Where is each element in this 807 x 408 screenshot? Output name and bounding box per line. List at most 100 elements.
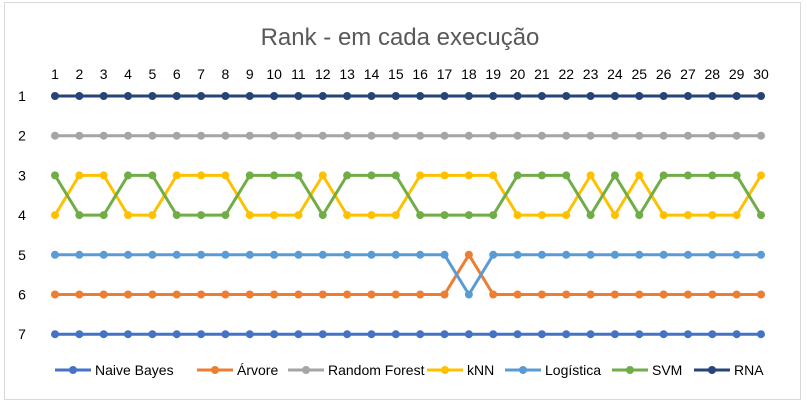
- data-point: [635, 171, 644, 180]
- data-point: [367, 171, 376, 180]
- x-tick-label: 11: [291, 66, 306, 82]
- data-point: [416, 330, 425, 339]
- x-tick-label: 21: [534, 66, 550, 82]
- data-point: [416, 92, 425, 100]
- data-point: [757, 330, 765, 339]
- data-point: [343, 211, 352, 220]
- data-point: [562, 290, 571, 299]
- data-point: [683, 250, 692, 259]
- data-point: [148, 330, 157, 339]
- legend-item: Random Forest: [288, 362, 425, 378]
- data-point: [757, 211, 765, 220]
- legend-marker: [626, 366, 634, 374]
- data-point: [683, 290, 692, 299]
- data-point: [489, 92, 498, 100]
- data-point: [757, 92, 765, 100]
- x-tick-label: 19: [485, 66, 501, 82]
- data-point: [562, 92, 571, 100]
- data-point: [124, 330, 133, 339]
- data-point: [172, 330, 181, 339]
- data-point: [221, 92, 230, 100]
- data-point: [513, 330, 522, 339]
- data-point: [489, 131, 498, 140]
- data-point: [635, 250, 644, 259]
- data-point: [489, 211, 498, 220]
- legend-marker: [211, 366, 219, 374]
- data-point: [75, 92, 84, 100]
- data-point: [99, 330, 108, 339]
- data-point: [732, 250, 741, 259]
- y-tick-label: 3: [18, 167, 26, 183]
- x-tick-label: 7: [197, 66, 205, 82]
- data-point: [683, 330, 692, 339]
- x-tick-label: 10: [266, 66, 282, 82]
- data-point: [367, 330, 376, 339]
- data-point: [391, 131, 400, 140]
- series-line: [53, 173, 763, 217]
- data-point: [683, 131, 692, 140]
- data-point: [610, 290, 619, 299]
- data-point: [51, 290, 59, 299]
- data-point: [270, 250, 279, 259]
- series-group: [51, 92, 765, 100]
- data-point: [318, 330, 327, 339]
- data-point: [343, 131, 352, 140]
- x-tick-label: 2: [75, 66, 83, 82]
- data-point: [610, 250, 619, 259]
- y-tick-label: 5: [18, 247, 26, 263]
- data-point: [513, 171, 522, 180]
- data-point: [586, 92, 595, 100]
- data-point: [270, 131, 279, 140]
- legend-label: Logística: [545, 362, 601, 378]
- legend: Naive Bayes Árvore Random Forest kNN Logísti…: [55, 362, 764, 378]
- data-point: [245, 131, 254, 140]
- data-point: [99, 131, 108, 140]
- data-point: [51, 171, 59, 180]
- data-point: [635, 131, 644, 140]
- data-point: [732, 171, 741, 180]
- x-tick-label: 29: [729, 66, 745, 82]
- data-point: [537, 171, 546, 180]
- data-point: [440, 211, 449, 220]
- data-point: [343, 92, 352, 100]
- data-point: [51, 92, 59, 100]
- data-point: [732, 330, 741, 339]
- data-point: [464, 171, 473, 180]
- data-point: [294, 211, 303, 220]
- data-point: [537, 131, 546, 140]
- legend-marker: [69, 366, 77, 374]
- y-tick-label: 7: [18, 326, 26, 342]
- data-point: [513, 211, 522, 220]
- legend-label: Naive Bayes: [95, 362, 174, 378]
- data-point: [197, 290, 206, 299]
- data-point: [99, 92, 108, 100]
- data-point: [659, 250, 668, 259]
- x-tick-label: 17: [437, 66, 453, 82]
- data-point: [197, 211, 206, 220]
- data-point: [708, 330, 717, 339]
- data-point: [197, 92, 206, 100]
- data-point: [148, 250, 157, 259]
- data-point: [294, 330, 303, 339]
- data-point: [270, 92, 279, 100]
- x-tick-label: 1: [51, 66, 59, 82]
- data-point: [659, 171, 668, 180]
- data-point: [586, 330, 595, 339]
- data-point: [635, 92, 644, 100]
- legend-label: kNN: [467, 362, 494, 378]
- data-point: [562, 171, 571, 180]
- data-point: [245, 250, 254, 259]
- data-point: [732, 92, 741, 100]
- data-point: [172, 250, 181, 259]
- data-point: [513, 290, 522, 299]
- data-point: [391, 290, 400, 299]
- data-point: [51, 131, 59, 140]
- data-point: [537, 290, 546, 299]
- data-point: [586, 171, 595, 180]
- x-tick-label: 30: [753, 66, 769, 82]
- data-point: [440, 171, 449, 180]
- data-point: [148, 290, 157, 299]
- data-point: [294, 290, 303, 299]
- data-point: [489, 171, 498, 180]
- data-point: [318, 211, 327, 220]
